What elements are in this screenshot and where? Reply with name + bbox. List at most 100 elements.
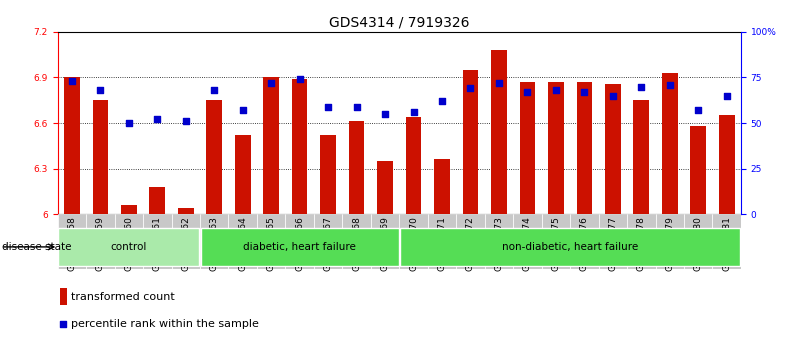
Bar: [64, 78, 80, 214]
Text: GSM662178: GSM662178: [637, 216, 646, 271]
Bar: [235, 135, 251, 214]
Bar: [342, 214, 371, 269]
Point: [521, 89, 533, 95]
Bar: [399, 214, 428, 269]
Point: [578, 89, 591, 95]
Bar: [570, 214, 598, 269]
Text: GSM662163: GSM662163: [210, 216, 219, 271]
Point: [207, 87, 220, 93]
Text: GSM662176: GSM662176: [580, 216, 589, 271]
Bar: [434, 160, 450, 214]
Point: [379, 111, 392, 117]
Bar: [58, 228, 199, 266]
Bar: [684, 214, 712, 269]
Text: GSM662181: GSM662181: [723, 216, 731, 271]
Text: GSM662172: GSM662172: [466, 216, 475, 270]
Bar: [400, 228, 740, 266]
Point: [635, 84, 648, 90]
Bar: [718, 115, 735, 214]
Point: [66, 78, 78, 84]
Bar: [577, 82, 592, 214]
Bar: [605, 84, 621, 214]
Bar: [371, 214, 399, 269]
Point: [293, 76, 306, 82]
Point: [57, 321, 70, 326]
Bar: [655, 214, 684, 269]
Bar: [520, 82, 535, 214]
Bar: [348, 121, 364, 214]
Point: [720, 93, 733, 98]
Bar: [598, 214, 627, 269]
Text: disease state: disease state: [2, 242, 71, 252]
Point: [436, 98, 449, 104]
Bar: [513, 214, 541, 269]
Point: [350, 104, 363, 109]
Text: GSM662159: GSM662159: [96, 216, 105, 271]
Point: [236, 107, 249, 113]
Text: GSM662170: GSM662170: [409, 216, 418, 271]
Text: percentile rank within the sample: percentile rank within the sample: [70, 319, 259, 329]
Bar: [320, 135, 336, 214]
Bar: [87, 214, 115, 269]
Bar: [115, 214, 143, 269]
Point: [322, 104, 335, 109]
Bar: [178, 208, 194, 214]
Point: [179, 118, 192, 124]
Point: [692, 107, 705, 113]
Text: diabetic, heart failure: diabetic, heart failure: [244, 242, 356, 252]
Bar: [463, 70, 478, 214]
Bar: [200, 214, 228, 269]
Bar: [264, 78, 279, 214]
Text: GSM662169: GSM662169: [380, 216, 389, 271]
Point: [549, 87, 562, 93]
Text: non-diabetic, heart failure: non-diabetic, heart failure: [502, 242, 638, 252]
Text: GSM662177: GSM662177: [608, 216, 618, 271]
Text: GSM662179: GSM662179: [666, 216, 674, 271]
Bar: [60, 288, 67, 305]
Bar: [712, 214, 741, 269]
Bar: [548, 82, 564, 214]
Point: [493, 80, 505, 86]
Point: [407, 109, 420, 115]
Text: GSM662160: GSM662160: [124, 216, 133, 271]
Bar: [228, 214, 257, 269]
Text: GSM662174: GSM662174: [523, 216, 532, 270]
Bar: [314, 214, 342, 269]
Text: GSM662171: GSM662171: [437, 216, 446, 271]
Bar: [627, 214, 655, 269]
Text: GSM662165: GSM662165: [267, 216, 276, 271]
Bar: [171, 214, 200, 269]
Text: GSM662166: GSM662166: [295, 216, 304, 271]
Point: [265, 80, 278, 86]
Bar: [690, 126, 706, 214]
Text: GSM662162: GSM662162: [181, 216, 191, 270]
Bar: [405, 117, 421, 214]
Text: GSM662175: GSM662175: [551, 216, 561, 271]
Point: [123, 120, 135, 126]
Text: GSM662168: GSM662168: [352, 216, 361, 271]
Title: GDS4314 / 7919326: GDS4314 / 7919326: [329, 15, 469, 29]
Bar: [143, 214, 171, 269]
Point: [94, 87, 107, 93]
Bar: [662, 73, 678, 214]
Bar: [491, 50, 507, 214]
Bar: [377, 161, 393, 214]
Bar: [257, 214, 285, 269]
Text: control: control: [111, 242, 147, 252]
Bar: [485, 214, 513, 269]
Text: transformed count: transformed count: [70, 291, 175, 302]
Text: GSM662164: GSM662164: [238, 216, 248, 270]
Point: [464, 86, 477, 91]
Text: GSM662180: GSM662180: [694, 216, 702, 271]
Text: GSM662158: GSM662158: [67, 216, 76, 271]
Bar: [200, 228, 399, 266]
Point: [663, 82, 676, 87]
Bar: [634, 100, 649, 214]
Text: GSM662173: GSM662173: [494, 216, 504, 271]
Bar: [428, 214, 457, 269]
Bar: [541, 214, 570, 269]
Point: [606, 93, 619, 98]
Bar: [207, 100, 222, 214]
Bar: [58, 214, 87, 269]
Point: [151, 116, 163, 122]
